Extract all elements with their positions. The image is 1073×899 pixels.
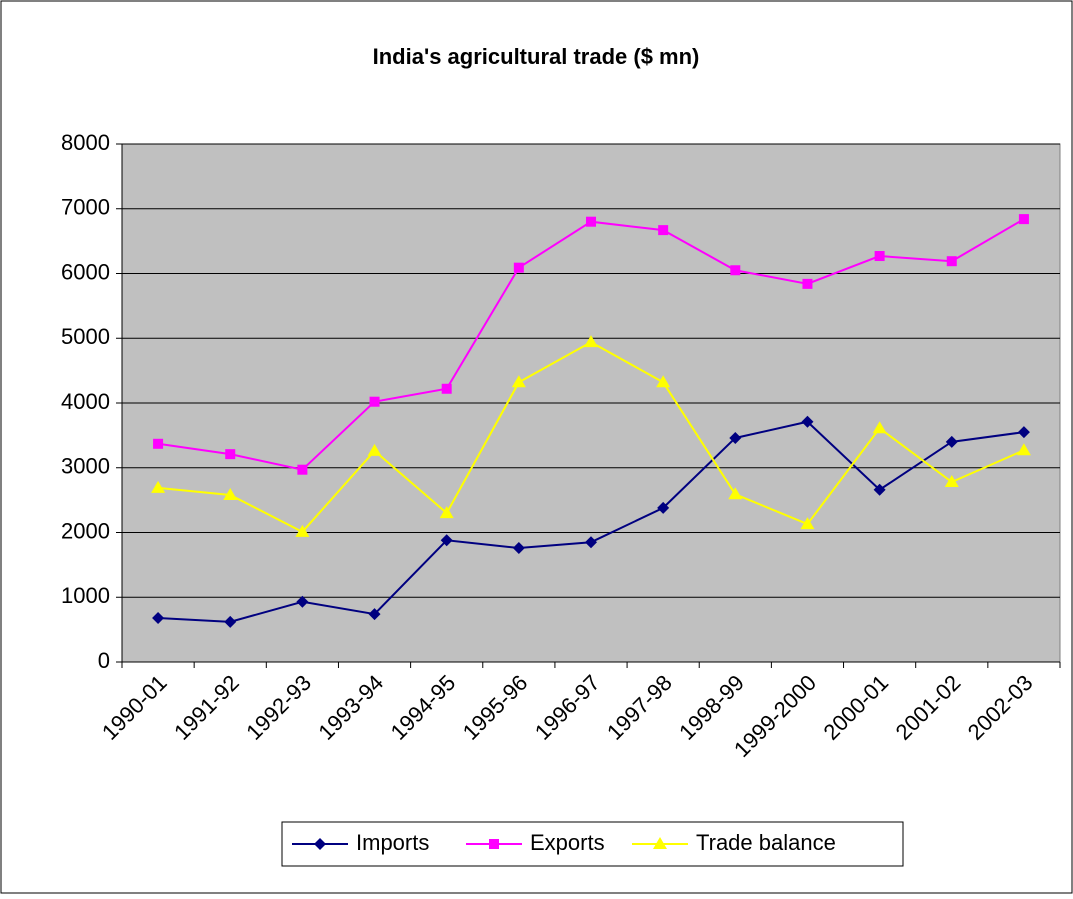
y-tick-label: 0 [98,648,110,673]
marker [368,608,381,621]
marker [800,517,815,530]
legend-label: Imports [356,830,429,855]
marker [153,438,164,449]
marker [224,615,237,628]
marker [151,480,166,493]
y-tick-label: 1000 [61,583,110,608]
marker [369,396,380,407]
marker [653,837,667,849]
marker [658,225,669,236]
marker [584,335,598,348]
marker [440,534,453,547]
marker [801,415,814,428]
marker [873,483,886,496]
marker [728,487,743,500]
marker [512,542,525,555]
marker [1017,426,1030,439]
marker [223,487,238,500]
marker [585,536,597,549]
marker [656,375,671,388]
marker [944,474,959,487]
marker [314,838,326,850]
marker [441,383,452,394]
marker [872,421,887,434]
marker [730,265,741,276]
marker [152,611,165,624]
marker [513,262,524,273]
chart-title: India's agricultural trade ($ mn) [373,44,700,69]
marker [729,431,742,444]
legend-box [281,821,904,867]
marker [489,839,499,849]
marker [296,595,309,608]
y-tick-label: 3000 [61,454,110,479]
marker [511,375,526,388]
marker [295,524,310,537]
marker [1018,214,1029,225]
y-tick-label: 7000 [61,195,110,220]
legend-label: Trade balance [696,830,836,855]
marker [297,464,308,475]
legend-label: Exports [530,830,605,855]
marker [946,256,957,267]
marker [945,435,958,448]
marker [586,216,596,227]
marker [1016,443,1031,456]
marker [225,449,236,460]
marker [802,278,813,289]
marker [657,501,670,514]
y-tick-label: 8000 [61,130,110,155]
y-tick-label: 4000 [61,389,110,414]
marker [367,443,382,456]
legend: Imports Exports Trade balance [281,821,904,867]
y-tick-label: 5000 [61,324,110,349]
marker [439,506,454,519]
y-tick-label: 6000 [61,259,110,284]
marker [874,251,885,262]
y-tick-label: 2000 [61,518,110,543]
